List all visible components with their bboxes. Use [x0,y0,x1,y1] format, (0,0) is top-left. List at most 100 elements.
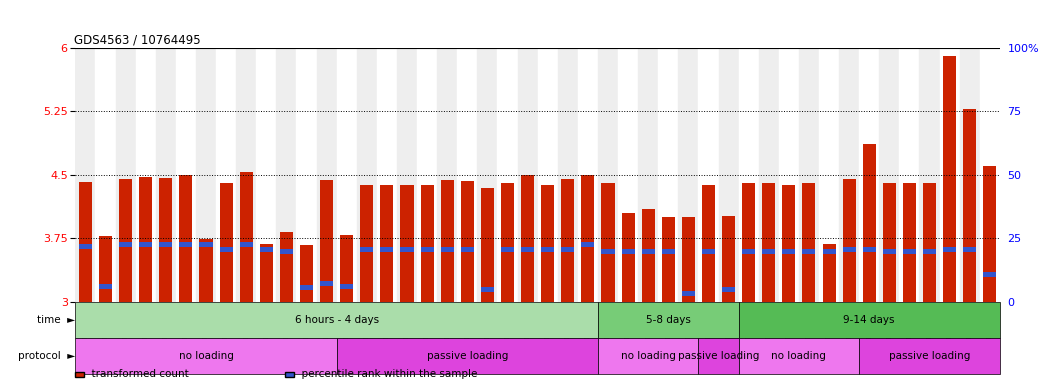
Bar [360,185,374,302]
Bar [115,48,136,302]
Bar [417,48,438,302]
Bar [176,48,196,302]
Bar [340,284,353,289]
Bar [240,242,252,247]
Bar [642,248,654,254]
Bar [139,242,152,247]
Bar [860,338,1000,374]
Bar [698,48,718,302]
Bar [240,172,252,302]
Bar [316,48,337,302]
Text: 9-14 days: 9-14 days [844,315,895,325]
Bar [260,244,273,302]
Bar [497,48,517,302]
Bar [119,179,132,302]
Bar [701,185,715,302]
Bar [701,248,715,254]
Bar [400,247,414,252]
Bar [883,184,896,302]
Bar [357,48,377,302]
Bar [260,247,273,252]
Bar [939,48,960,302]
Bar [159,178,173,302]
Bar [943,247,956,252]
Bar [538,48,558,302]
Bar [738,48,759,302]
Bar [99,284,112,289]
Bar [903,184,916,302]
Bar [819,48,839,302]
Bar [943,56,956,302]
Bar [257,48,276,302]
Bar [300,285,313,290]
Bar [879,48,899,302]
Bar [659,48,678,302]
Bar [622,213,634,302]
Bar [75,338,337,374]
Bar [159,242,173,247]
Bar [779,48,799,302]
Bar [722,215,735,302]
Bar [75,302,598,338]
Bar [280,232,293,302]
Bar [237,48,257,302]
Bar [618,48,638,302]
Bar [598,48,618,302]
Bar [296,48,316,302]
Bar [863,247,875,252]
Bar [899,48,919,302]
Bar [802,184,816,302]
Text: GDS4563 / 10764495: GDS4563 / 10764495 [74,34,201,47]
Bar [983,167,997,302]
Bar [923,184,936,302]
Bar [903,248,916,254]
Bar [337,338,598,374]
Bar [963,247,976,252]
Bar [179,242,193,247]
Bar [400,185,414,302]
Bar [99,236,112,302]
Bar [481,188,494,302]
Bar [561,247,575,252]
Bar [521,175,534,302]
Bar [461,181,474,302]
Bar [216,48,237,302]
Bar [738,338,860,374]
Bar [759,48,779,302]
Bar [839,48,860,302]
Bar [438,48,458,302]
Text: passive loading: passive loading [889,351,971,361]
Bar [980,48,1000,302]
Bar [320,281,333,286]
Bar [762,248,775,254]
Text: passive loading: passive loading [677,351,759,361]
Bar [380,247,394,252]
Text: passive loading: passive loading [426,351,508,361]
Bar [698,338,738,374]
Text: transformed count: transformed count [86,369,190,379]
Bar [598,302,738,338]
Bar [119,242,132,247]
Bar [983,272,997,277]
Bar [802,248,816,254]
Bar [477,48,497,302]
Text: 5-8 days: 5-8 days [646,315,691,325]
Bar [782,185,796,302]
Bar [136,48,156,302]
Bar [558,48,578,302]
Bar [79,244,92,249]
Text: no loading: no loading [772,351,826,361]
Bar [500,247,514,252]
Bar [200,239,213,302]
Bar [863,144,875,302]
Bar [662,217,675,302]
Bar [843,247,855,252]
Bar [541,185,554,302]
Bar [762,184,775,302]
Bar [963,109,976,302]
Bar [883,248,896,254]
Bar [738,302,1000,338]
Bar [441,247,453,252]
Bar [139,177,152,302]
Bar [598,338,698,374]
